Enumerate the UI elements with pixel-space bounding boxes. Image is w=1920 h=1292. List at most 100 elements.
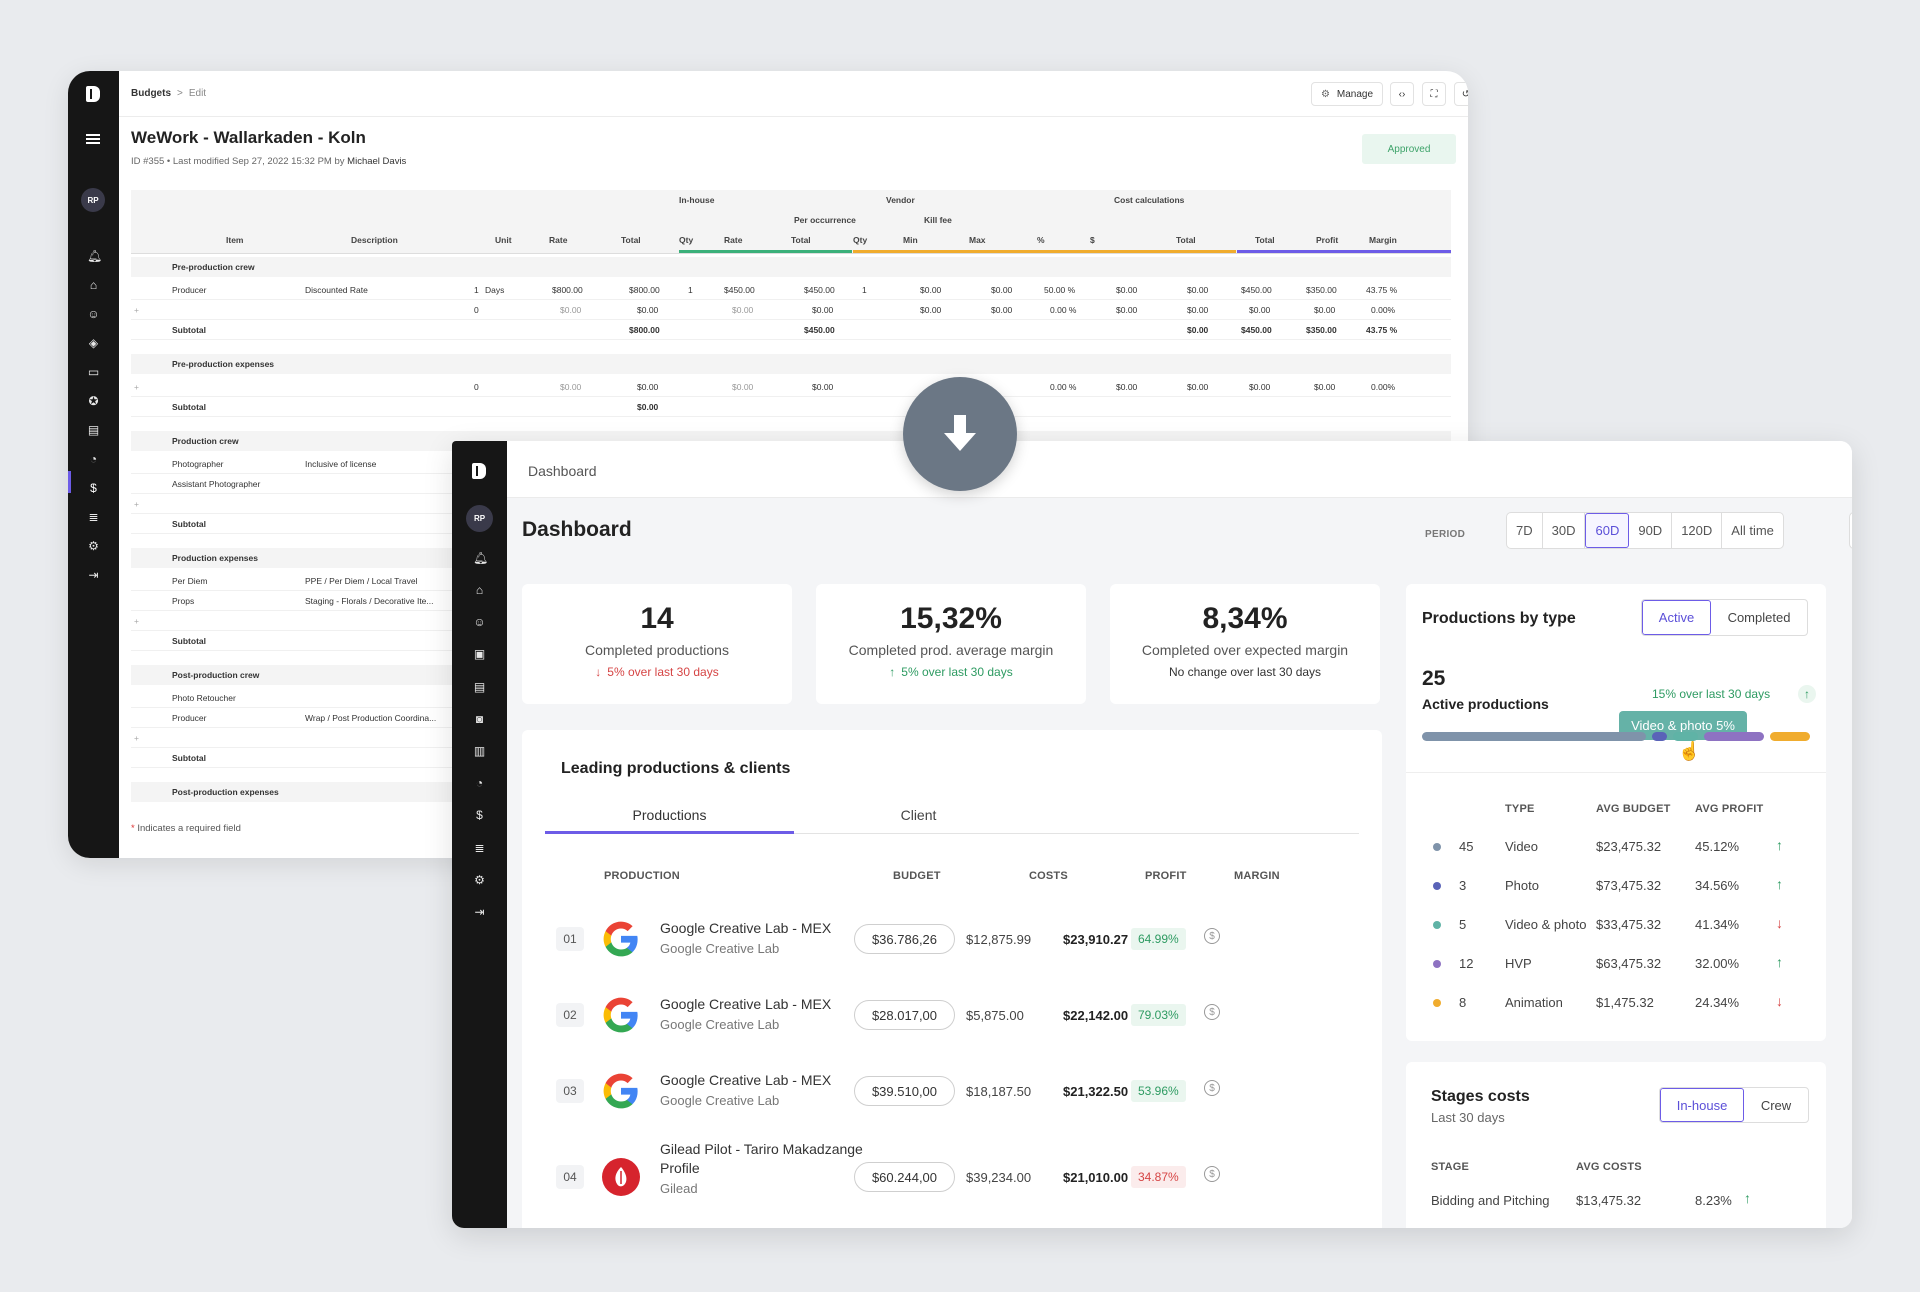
dollar-circle-icon[interactable]: $ [1204, 1166, 1220, 1182]
cell-rate[interactable]: $0.00 [560, 305, 582, 315]
type-row[interactable]: 12 HVP $63,475.32 32.00% ↑ [1406, 944, 1826, 983]
production-name[interactable]: Google Creative Lab - MEX [660, 1072, 832, 1088]
tab-client[interactable]: Client [900, 807, 937, 823]
add-row-icon[interactable]: + [134, 616, 139, 626]
table-row[interactable]: + 0 $0.00 $0.00 $0.00 $0.00 $0.00 $0.00 … [131, 300, 1451, 320]
cell-unit[interactable]: Days [485, 285, 505, 295]
cell-ih-rate[interactable]: $0.00 [732, 382, 754, 392]
history-icon[interactable]: ↺ [1454, 82, 1468, 106]
table-row[interactable]: + 0 $0.00 $0.00 $0.00 $0.00 0.00 % $0.00… [131, 377, 1451, 397]
clients-icon[interactable]: ☺ [87, 307, 100, 321]
table-row[interactable]: 01 Google Creative Lab - MEX Google Crea… [522, 900, 1382, 976]
fullscreen-icon[interactable]: ⛶ [1422, 82, 1446, 106]
settings-icon[interactable]: ⚙ [88, 539, 99, 553]
store-icon[interactable]: ▤ [87, 423, 100, 437]
arrow-down-icon[interactable] [903, 377, 1017, 491]
dollar-circle-icon[interactable]: $ [1204, 1004, 1220, 1020]
logout-icon[interactable]: ⇥ [474, 905, 485, 919]
briefcase-icon[interactable]: ▣ [473, 647, 486, 661]
dollar-circle-icon[interactable]: $ [1204, 928, 1220, 944]
menu-icon[interactable] [86, 134, 100, 144]
cell-v-min[interactable]: $0.00 [920, 285, 942, 295]
home-icon[interactable]: ⌂ [475, 583, 484, 597]
camera-icon[interactable]: ◙ [475, 712, 484, 726]
production-name[interactable]: Gilead Pilot - Tariro Makadzange [660, 1141, 863, 1157]
avatar[interactable]: RP [466, 505, 493, 532]
cell-item[interactable]: Per Diem [172, 576, 208, 586]
toggle-inhouse[interactable]: In-house [1660, 1088, 1744, 1122]
filter-sliders-icon[interactable] [1849, 512, 1852, 549]
cell-unit-qty[interactable]: 0 [474, 382, 479, 392]
tab-productions[interactable]: Productions [545, 797, 794, 834]
type-bar-segment[interactable] [1673, 732, 1699, 741]
cell-ih-rate[interactable]: $0.00 [732, 305, 754, 315]
cell-kill-pct[interactable]: 0.00 % [1050, 305, 1077, 315]
dollar-icon[interactable]: $ [476, 808, 483, 822]
period-60d[interactable]: 60D [1585, 513, 1630, 548]
type-row[interactable]: 45 Video $23,475.32 45.12% ↑ [1406, 827, 1826, 866]
report-icon[interactable]: ≣ [474, 841, 485, 855]
period-120d[interactable]: 120D [1672, 513, 1723, 548]
cell-item[interactable]: Photographer [172, 459, 224, 469]
store-icon[interactable]: ▥ [473, 744, 486, 758]
star-icon[interactable]: ✪ [88, 394, 99, 408]
cell-description[interactable]: PPE / Per Diem / Local Travel [305, 576, 418, 586]
cell-description[interactable]: Wrap / Post Production Coordina... [305, 713, 437, 723]
cell-description[interactable]: Staging - Florals / Decorative Ite... [305, 596, 434, 606]
type-bar-segment[interactable] [1704, 732, 1765, 741]
cell-description[interactable]: Discounted Rate [305, 285, 368, 295]
production-name[interactable]: Google Creative Lab - MEX [660, 920, 832, 936]
cell-kill-pct[interactable]: 0.00 % [1050, 382, 1077, 392]
timer-icon[interactable]: ◔ [475, 776, 484, 790]
type-bar-segment[interactable] [1652, 732, 1668, 741]
type-row[interactable]: 3 Photo $73,475.32 34.56% ↑ [1406, 866, 1826, 905]
cell-v-max[interactable]: $0.00 [991, 305, 1013, 315]
breadcrumb[interactable]: Dashboard [528, 463, 597, 479]
logout-icon[interactable]: ⇥ [88, 568, 99, 582]
period-90d[interactable]: 90D [1629, 513, 1673, 548]
add-row-icon[interactable]: + [134, 305, 139, 315]
dollar-icon[interactable]: $ [90, 481, 97, 495]
cell-ih-qty[interactable]: 1 [688, 285, 693, 295]
toggle-active[interactable]: Active [1642, 600, 1711, 635]
period-30d[interactable]: 30D [1543, 513, 1586, 548]
clipboard-icon[interactable]: ▤ [473, 680, 486, 694]
type-row[interactable]: 5 Video & photo $33,475.32 41.34% ↓ [1406, 905, 1826, 944]
manage-button[interactable]: ⚙ Manage [1311, 82, 1383, 106]
production-name[interactable]: Google Creative Lab - MEX [660, 996, 832, 1012]
tag-icon[interactable]: ◈ [88, 336, 99, 350]
folder-icon[interactable]: ▭ [87, 365, 100, 379]
cell-v-min[interactable]: $0.00 [920, 305, 942, 315]
cell-v-qty[interactable]: 1 [862, 285, 867, 295]
cell-rate[interactable]: $0.00 [560, 382, 582, 392]
cell-item[interactable]: Producer [172, 285, 207, 295]
cell-ih-rate[interactable]: $450.00 [724, 285, 755, 295]
avatar[interactable]: RP [81, 188, 105, 212]
add-row-icon[interactable]: + [134, 733, 139, 743]
period-7d[interactable]: 7D [1507, 513, 1543, 548]
bell-icon[interactable]: 🔔︎ [473, 551, 489, 565]
production-name-line2[interactable]: Profile [660, 1160, 700, 1176]
meta-user[interactable]: Michael Davis [347, 156, 407, 167]
breadcrumb-budgets[interactable]: Budgets [131, 88, 171, 99]
cell-item[interactable]: Photo Retoucher [172, 693, 236, 703]
table-row[interactable]: 04 Gilead Pilot - Tariro Makadzange Prof… [522, 1128, 1382, 1204]
table-row[interactable]: 02 Google Creative Lab - MEX Google Crea… [522, 976, 1382, 1052]
period-all-time[interactable]: All time [1731, 523, 1774, 538]
cell-kill-usd[interactable]: $0.00 [1116, 305, 1138, 315]
timer-icon[interactable]: ◔ [89, 452, 98, 466]
home-icon[interactable]: ⌂ [89, 278, 98, 292]
code-icon[interactable]: ‹› [1390, 82, 1414, 106]
add-row-icon[interactable]: + [134, 499, 139, 509]
dollar-circle-icon[interactable]: $ [1204, 1080, 1220, 1096]
table-row[interactable]: 03 Google Creative Lab - MEX Google Crea… [522, 1052, 1382, 1128]
clients-icon[interactable]: ☺ [473, 615, 486, 629]
type-bar-segment[interactable] [1770, 732, 1810, 741]
cell-item[interactable]: Props [172, 596, 195, 606]
cell-item[interactable]: Producer [172, 713, 207, 723]
type-row[interactable]: 8 Animation $1,475.32 24.34% ↓ [1406, 983, 1826, 1022]
cell-v-max[interactable]: $0.00 [991, 285, 1013, 295]
cell-kill-pct[interactable]: 50.00 % [1044, 285, 1076, 295]
cell-item[interactable]: Assistant Photographer [172, 479, 261, 489]
toggle-completed[interactable]: Completed [1727, 610, 1791, 625]
